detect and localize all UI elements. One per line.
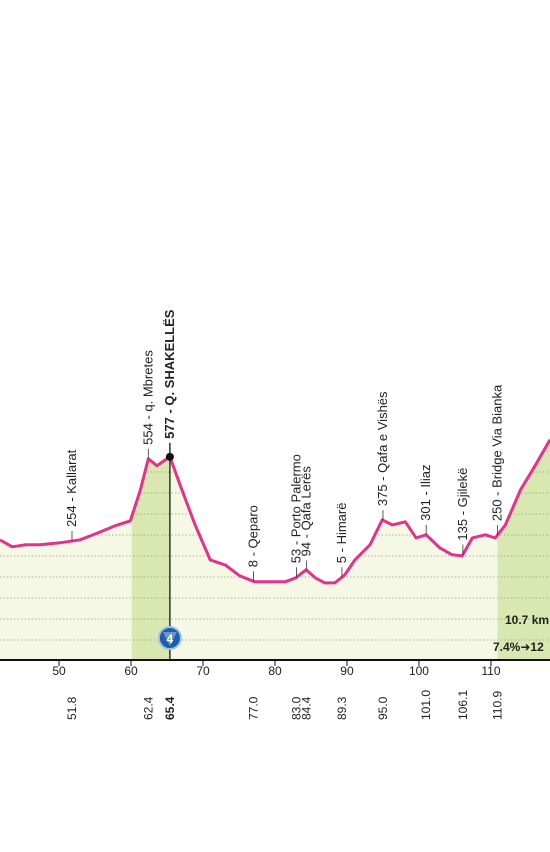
km-label: 95.0: [376, 696, 390, 720]
km-label: 83.0: [290, 696, 304, 720]
km-label: 110.9: [490, 691, 504, 720]
km-label: 65.4: [163, 696, 177, 720]
km-label: 89.3: [335, 696, 349, 720]
km-label: 84.4: [300, 696, 314, 720]
waypoint-label: 5 - Himarë: [334, 503, 349, 564]
waypoint-label: 375 - Qafa e Vishës: [375, 391, 390, 506]
x-tick-label: 50: [52, 664, 66, 678]
climb-gradient: 7.4%➜12: [493, 640, 544, 654]
climb-badge: [157, 626, 182, 650]
waypoint-label: 135 - Gjilekë: [455, 468, 470, 541]
waypoint-label: 250 - Bridge Via Bianka: [489, 384, 504, 521]
x-tick-label: 70: [196, 664, 210, 678]
waypoint-label: 94 - Qafa Lerës: [299, 466, 314, 557]
x-tick-label: 100: [409, 664, 429, 678]
waypoint-label: 577 - Q. SHAKELLËS: [162, 309, 177, 439]
km-label: 77.0: [246, 696, 260, 720]
waypoint-label: 53 - Porto Palermo: [289, 454, 304, 563]
climb-category: 4: [167, 632, 174, 646]
x-tick-label: 60: [124, 664, 138, 678]
summit-dot: [165, 452, 174, 461]
km-label: 106.1: [456, 690, 470, 720]
x-tick-label: 110: [481, 664, 500, 678]
climb-zone: [497, 439, 550, 660]
profile-line: [0, 439, 550, 585]
km-label: 101.0: [419, 690, 433, 720]
climb-length: 10.7 km: [505, 613, 549, 627]
waypoint-label: 554 - q. Mbretes: [140, 350, 155, 445]
km-label: 62.4: [141, 696, 155, 720]
waypoint-label: 8 - Qeparo: [245, 505, 260, 567]
badge-triangle: [162, 632, 177, 646]
waypoint-label: 254 - Kallarat: [64, 449, 79, 527]
waypoint-label: 301 - Iliaz: [418, 464, 433, 520]
x-tick-label: 90: [340, 664, 354, 678]
km-label: 51.8: [65, 696, 79, 720]
x-tick-label: 80: [268, 664, 282, 678]
